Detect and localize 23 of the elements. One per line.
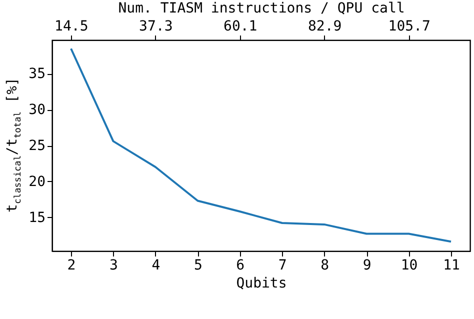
line-series [70, 48, 452, 243]
x2-tick-label: 105.7 [388, 18, 430, 34]
x-tick-label: 5 [194, 258, 202, 274]
y-tick-label: 20 [28, 174, 46, 190]
x-tick-label: 4 [152, 258, 160, 274]
x-tick-label: 7 [278, 258, 287, 274]
x2-tick-label: 82.9 [308, 18, 342, 34]
x-tick-label: 10 [400, 258, 418, 274]
y-tick-label: 30 [28, 102, 46, 118]
x-tick-label: 9 [362, 258, 372, 274]
x-tick-label: 8 [320, 258, 330, 274]
x-tick-label: 2 [67, 258, 76, 274]
x-tick-label: 6 [236, 258, 245, 274]
x2-tick-label: 14.5 [54, 18, 88, 34]
x2-axis-title: Num. TIASM instructions / QPU call [118, 0, 405, 16]
x-axis-title: Qubits [236, 276, 287, 292]
y-tick-label: 15 [28, 210, 46, 226]
x2-tick-label: 60.1 [224, 18, 258, 34]
x-tick-label: 11 [443, 258, 460, 274]
y-tick-label: 25 [28, 138, 46, 154]
x2-tick-label: 37.3 [139, 18, 173, 34]
x-tick-label: 3 [110, 258, 118, 274]
y-tick-label: 35 [28, 66, 46, 82]
